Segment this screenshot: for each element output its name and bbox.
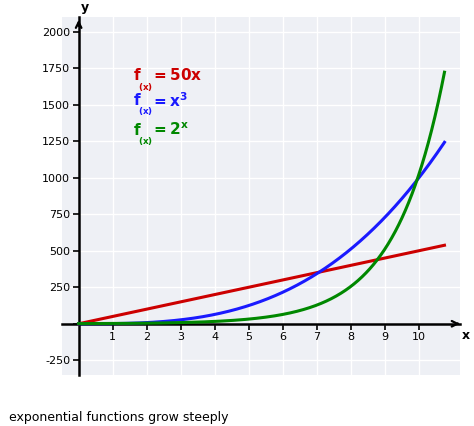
- Text: exponential functions grow steeply: exponential functions grow steeply: [9, 411, 229, 424]
- Text: y: y: [81, 1, 89, 14]
- Text: $\mathbf{=x^{3}}$: $\mathbf{=x^{3}}$: [151, 91, 188, 109]
- Text: $\mathbf{=2^{x}}$: $\mathbf{=2^{x}}$: [151, 121, 189, 138]
- Text: $\mathbf{f}$: $\mathbf{f}$: [133, 92, 142, 108]
- Text: $\mathbf{_{(x)}}$: $\mathbf{_{(x)}}$: [137, 106, 153, 118]
- Text: x: x: [462, 329, 470, 342]
- Text: $\mathbf{_{(x)}}$: $\mathbf{_{(x)}}$: [137, 135, 153, 148]
- Text: $\mathbf{_{(x)}}$: $\mathbf{_{(x)}}$: [137, 81, 153, 94]
- Text: $\mathbf{f}$: $\mathbf{f}$: [133, 121, 142, 138]
- Text: $\mathbf{f}$: $\mathbf{f}$: [133, 67, 142, 83]
- Text: $\mathbf{=50x}$: $\mathbf{=50x}$: [151, 67, 202, 83]
